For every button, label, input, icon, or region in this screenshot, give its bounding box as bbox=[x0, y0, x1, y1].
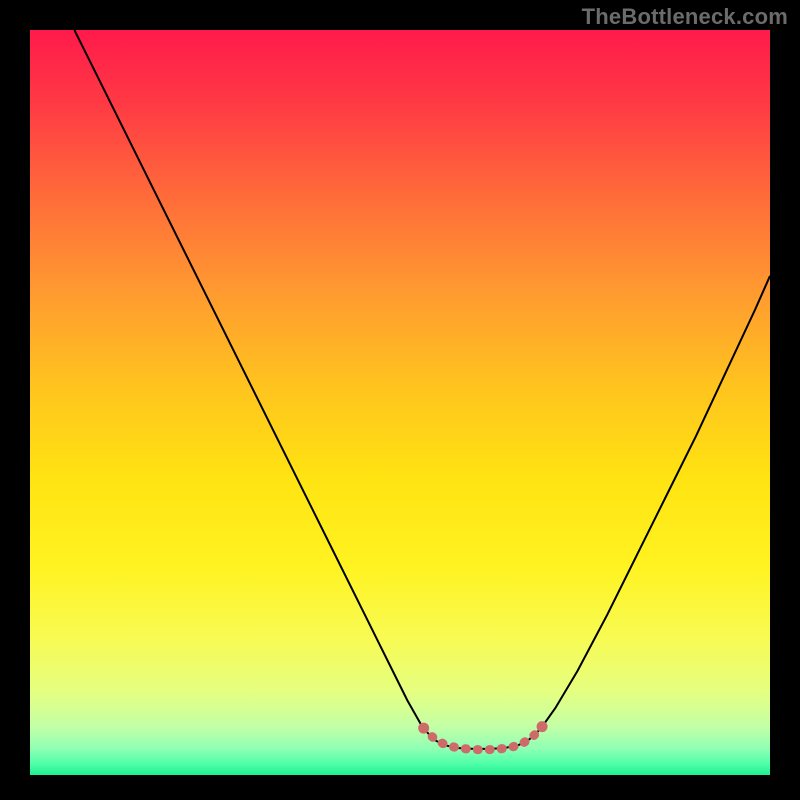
chart-container: TheBottleneck.com bbox=[0, 0, 800, 800]
chart-svg bbox=[0, 0, 800, 800]
plot-background bbox=[30, 30, 770, 775]
optimal-range-end-cap bbox=[537, 721, 548, 732]
optimal-range-start-cap bbox=[418, 723, 429, 734]
watermark-text: TheBottleneck.com bbox=[582, 4, 788, 30]
